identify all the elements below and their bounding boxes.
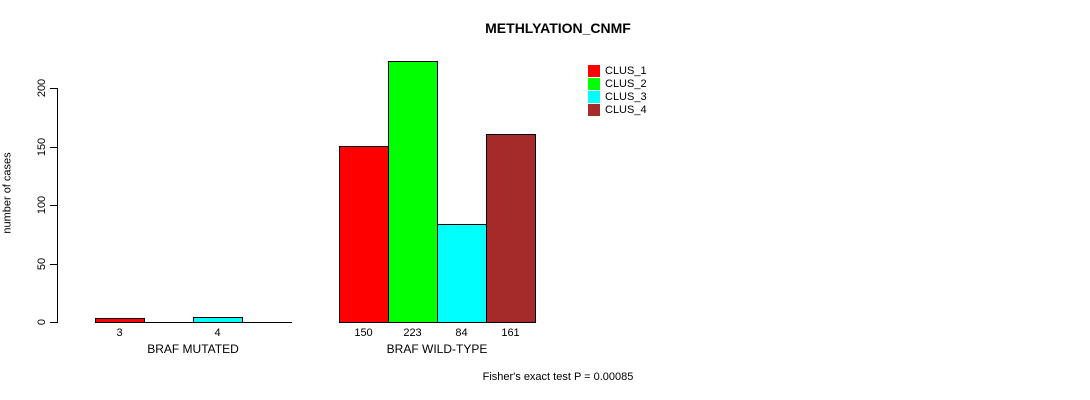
category-label: BRAF WILD-TYPE — [386, 342, 488, 356]
y-tick-label: 0 — [36, 318, 48, 326]
bar-clus_2-group2 — [388, 61, 438, 323]
legend-label: CLUS_2 — [605, 78, 647, 90]
bar-clus_4-group2 — [486, 134, 536, 323]
y-tick-label: 200 — [36, 78, 48, 98]
legend-swatch-clus_1 — [588, 65, 600, 77]
bar-value-label: 223 — [403, 327, 422, 339]
y-tick — [50, 147, 57, 148]
y-tick-label: 100 — [36, 195, 48, 215]
bar-value-label: 3 — [116, 327, 123, 339]
legend-swatch-clus_3 — [588, 91, 600, 103]
bar-clus_3-group1 — [193, 317, 243, 323]
y-axis-line — [57, 88, 58, 323]
stat-annotation: Fisher's exact test P = 0.00085 — [482, 371, 634, 383]
y-tick — [50, 88, 57, 89]
legend: CLUS_1 CLUS_2 CLUS_3 CLUS_4 — [588, 65, 647, 117]
bar-clus_1-group1 — [95, 318, 145, 323]
legend-swatch-clus_2 — [588, 78, 600, 90]
bar-value-label: 161 — [501, 327, 520, 339]
bar-clus_1-group2 — [339, 146, 389, 323]
y-tick — [50, 264, 57, 265]
bar-value-label: 4 — [214, 327, 221, 339]
y-tick — [50, 322, 57, 323]
legend-label: CLUS_4 — [605, 104, 647, 116]
bar-value-label: 84 — [455, 327, 468, 339]
legend-swatch-clus_4 — [588, 104, 600, 116]
bar-clus_3-group2 — [437, 224, 487, 323]
category-label: BRAF MUTATED — [147, 342, 239, 356]
bar-value-label: 150 — [354, 327, 373, 339]
chart-title: METHLYATION_CNMF — [485, 20, 631, 36]
legend-label: CLUS_1 — [605, 65, 647, 77]
legend-item-clus_4: CLUS_4 — [588, 104, 647, 116]
y-axis-title: number of cases — [0, 148, 16, 238]
legend-item-clus_2: CLUS_2 — [588, 78, 647, 90]
legend-label: CLUS_3 — [605, 91, 647, 103]
legend-item-clus_3: CLUS_3 — [588, 91, 647, 103]
y-tick-label: 150 — [36, 137, 48, 157]
legend-item-clus_1: CLUS_1 — [588, 65, 647, 77]
y-tick — [50, 205, 57, 206]
y-axis-title-text: number of cases — [2, 152, 15, 234]
y-tick-label: 50 — [36, 257, 48, 271]
